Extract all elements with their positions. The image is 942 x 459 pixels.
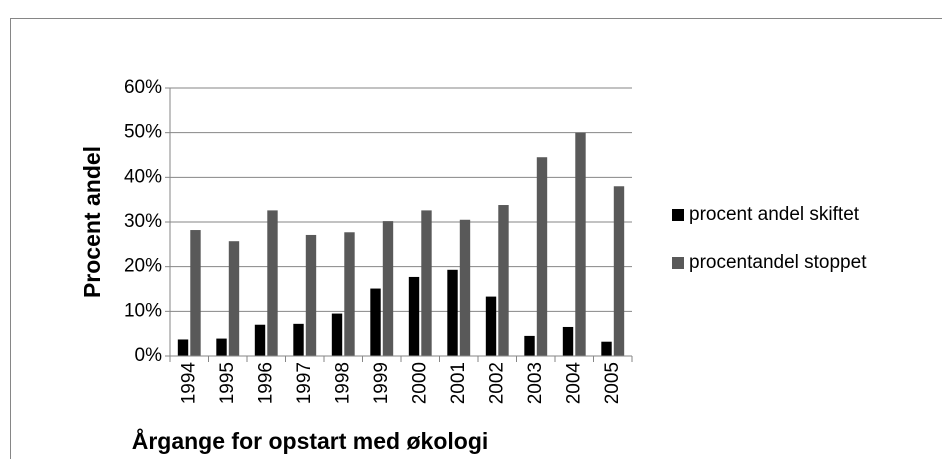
- bar: [254, 324, 266, 356]
- bar: [228, 241, 240, 356]
- chart-frame: [10, 18, 942, 459]
- bar: [575, 132, 586, 356]
- y-tick-label: 0%: [135, 345, 163, 366]
- legend-label: procentandel stoppet: [689, 252, 867, 273]
- y-tick-label: 60%: [124, 77, 162, 98]
- x-tick-label: 1994: [178, 362, 199, 405]
- x-axis-label: Årgange for opstart med økologi: [132, 427, 489, 454]
- bar: [562, 326, 574, 356]
- x-tick-label: 2004: [563, 362, 584, 405]
- y-tick-label: 10%: [124, 300, 162, 321]
- bar: [267, 210, 278, 356]
- bar: [216, 338, 227, 356]
- x-tick-label: 2000: [409, 362, 430, 404]
- y-tick-label: 50%: [124, 122, 162, 143]
- bar: [382, 221, 394, 356]
- bar: [190, 230, 201, 356]
- bar: [177, 339, 189, 356]
- bar: [305, 234, 317, 356]
- y-tick-label: 20%: [124, 256, 162, 277]
- x-tick-label: 1998: [332, 362, 353, 404]
- bar: [293, 323, 304, 356]
- bar: [498, 205, 509, 356]
- bar: [331, 313, 343, 356]
- x-tick-label: 1996: [255, 362, 276, 404]
- y-axis-label: Procent andel: [79, 146, 105, 298]
- bar: [601, 341, 612, 356]
- y-tick-label: 40%: [124, 166, 162, 187]
- x-tick-label: 2001: [448, 362, 469, 404]
- x-tick-label: 1999: [371, 362, 392, 404]
- bar: [613, 186, 625, 356]
- bar: [421, 210, 432, 356]
- bar: [408, 276, 420, 356]
- legend-label: procent andel skiftet: [689, 204, 860, 225]
- x-tick-label: 1995: [217, 362, 238, 404]
- x-tick-label: 2002: [486, 362, 507, 404]
- x-tick-label: 1997: [294, 362, 315, 404]
- x-tick-label: 2003: [525, 362, 546, 404]
- bar: [485, 296, 497, 356]
- bar: [459, 219, 471, 356]
- bar: [524, 335, 535, 356]
- bar: [370, 288, 381, 356]
- bar: [536, 157, 548, 356]
- bar: [447, 269, 458, 356]
- y-tick-label: 30%: [124, 211, 162, 232]
- x-tick-label: 2005: [602, 362, 623, 404]
- legend-swatch: [672, 209, 684, 221]
- bar: [344, 232, 355, 356]
- legend-swatch: [672, 257, 684, 269]
